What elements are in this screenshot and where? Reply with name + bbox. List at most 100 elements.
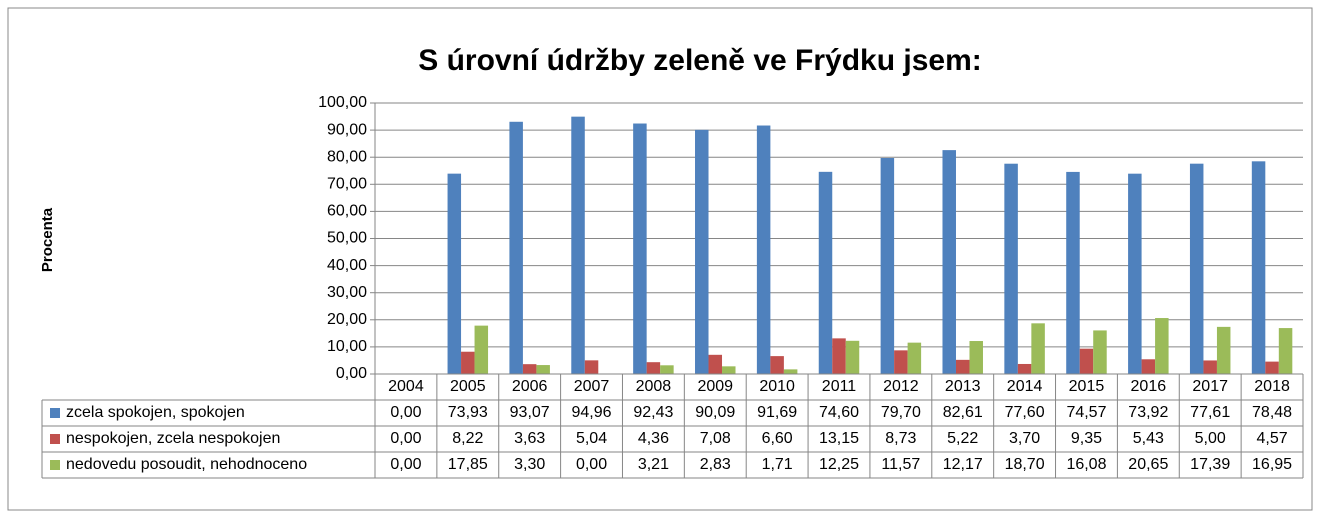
y-tick-label: 100,00 (318, 94, 367, 111)
table-cell: 3,21 (638, 456, 669, 473)
bar (1265, 361, 1279, 374)
bar (722, 366, 736, 374)
legend-label: nedovedu posoudit, nehodnoceno (66, 456, 307, 473)
bar (1216, 326, 1231, 374)
table-cell: 73,92 (1128, 404, 1168, 421)
chart-title: S úrovní údržby zeleně ve Frýdku jsem: (418, 44, 982, 77)
bar (633, 123, 647, 374)
bar (1203, 360, 1217, 374)
table-cell: 0,00 (390, 404, 421, 421)
x-tick-label: 2011 (822, 378, 857, 395)
table-cell: 12,17 (943, 456, 983, 473)
bar (660, 365, 674, 374)
table-cell: 17,39 (1190, 456, 1230, 473)
legend-label: zcela spokojen, spokojen (66, 404, 245, 421)
table-cell: 74,57 (1066, 404, 1106, 421)
bar (894, 350, 908, 374)
bar (1141, 359, 1156, 374)
bar (1155, 318, 1169, 374)
table-cell: 17,85 (448, 456, 488, 473)
table-cell: 82,61 (943, 404, 983, 421)
bar (695, 129, 709, 374)
bar (708, 354, 723, 374)
table-cell: 0,00 (576, 456, 607, 473)
table-cell: 4,57 (1256, 430, 1287, 447)
x-tick-label: 2009 (697, 378, 733, 395)
table-cell: 90,09 (695, 404, 735, 421)
x-tick-label: 2006 (512, 378, 548, 395)
table-cell: 73,93 (448, 404, 488, 421)
bar (1079, 348, 1094, 374)
legend-key (50, 460, 60, 470)
bar (1251, 161, 1266, 374)
table-cell: 16,95 (1252, 456, 1292, 473)
table-cell: 79,70 (881, 404, 921, 421)
y-tick-label: 50,00 (327, 230, 367, 247)
bar (845, 340, 860, 374)
table-cell: 18,70 (1005, 456, 1045, 473)
y-tick-label: 30,00 (327, 284, 367, 301)
table-cell: 92,43 (633, 404, 673, 421)
y-tick-label: 90,00 (327, 121, 367, 138)
legend-label: nespokojen, zcela nespokojen (66, 430, 280, 447)
table-cell: 3,70 (1009, 430, 1040, 447)
bar (783, 369, 798, 374)
table-cell: 5,22 (947, 430, 978, 447)
table-cell: 77,60 (1005, 404, 1045, 421)
y-tick-label: 80,00 (327, 148, 367, 165)
table-cell: 6,60 (762, 430, 793, 447)
bar (447, 173, 462, 374)
table-cell: 12,25 (819, 456, 859, 473)
table-cell: 78,48 (1252, 404, 1292, 421)
x-tick-label: 2016 (1131, 378, 1167, 395)
bar (474, 325, 489, 374)
table-cell: 0,00 (390, 456, 421, 473)
bar (969, 341, 983, 374)
bar (1128, 173, 1142, 374)
bar (509, 121, 523, 374)
table-cell: 77,61 (1190, 404, 1230, 421)
x-tick-label: 2012 (883, 378, 919, 395)
y-tick-label: 70,00 (327, 176, 367, 193)
x-tick-label: 2014 (1007, 378, 1043, 395)
bar (571, 116, 585, 375)
bar (770, 356, 784, 374)
table-cell: 11,57 (881, 456, 920, 473)
table-cell: 8,22 (452, 430, 483, 447)
y-tick-label: 40,00 (327, 257, 367, 274)
table-cell: 93,07 (510, 404, 550, 421)
bar (1189, 163, 1204, 374)
x-tick-label: 2018 (1254, 378, 1290, 395)
bar (1093, 330, 1107, 374)
table-cell: 7,08 (700, 430, 731, 447)
bar (832, 338, 846, 374)
bar (756, 125, 771, 374)
table-cell: 94,96 (572, 404, 612, 421)
bar (1278, 328, 1293, 374)
x-tick-label: 2015 (1069, 378, 1105, 395)
x-tick-label: 2013 (945, 378, 981, 395)
table-cell: 16,08 (1066, 456, 1106, 473)
x-tick-label: 2017 (1192, 378, 1228, 395)
bar (584, 360, 599, 374)
x-tick-label: 2004 (388, 378, 424, 395)
y-tick-label: 60,00 (327, 203, 367, 220)
y-tick-label: 0,00 (336, 365, 367, 382)
bar (461, 351, 475, 374)
table-cell: 0,00 (390, 430, 421, 447)
table-cell: 5,43 (1133, 430, 1164, 447)
bar (1031, 323, 1045, 374)
bar (1017, 363, 1032, 374)
table-cell: 2,83 (700, 456, 731, 473)
table-cell: 3,30 (514, 456, 545, 473)
bar (536, 365, 550, 374)
y-tick-label: 10,00 (327, 338, 367, 355)
table-cell: 13,15 (819, 430, 859, 447)
bar (880, 158, 895, 374)
table-cell: 4,36 (638, 430, 669, 447)
bar (818, 171, 833, 374)
bar (955, 359, 970, 374)
bar (907, 342, 922, 374)
bar (1004, 163, 1018, 374)
